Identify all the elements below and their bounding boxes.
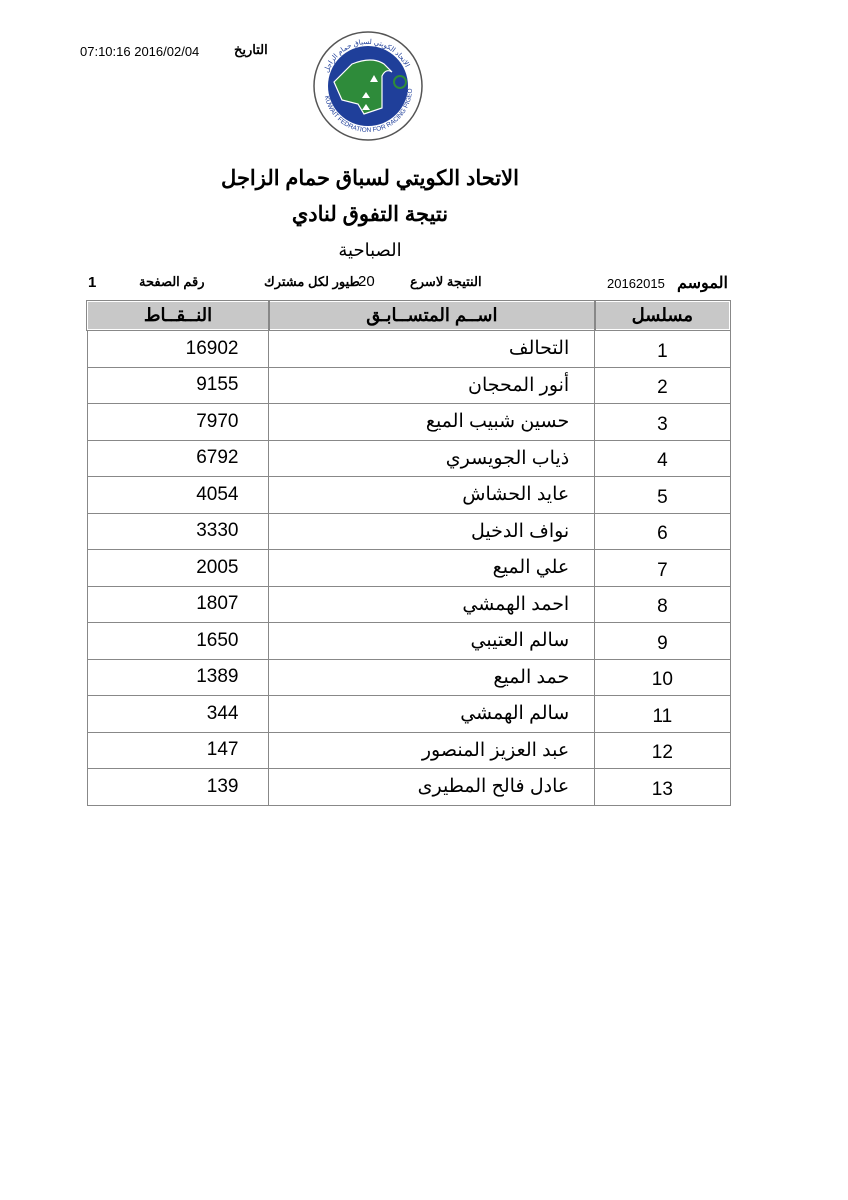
season-value: 20162015 [607, 276, 665, 291]
points-cell: 3330 [86, 512, 270, 550]
table-row: 344 سالم الهمشي 11 [86, 695, 731, 733]
name-cell: ذياب الجويسري [268, 439, 596, 477]
column-header-points: النــقــاط [86, 300, 270, 331]
points-cell: 1807 [86, 585, 270, 623]
serial-cell: 1 [594, 329, 731, 368]
date-label: التاريخ [234, 42, 268, 57]
serial-cell: 13 [594, 768, 731, 806]
table-row: 139 عادل فالح المطيرى 13 [86, 768, 731, 806]
table-header-row: النــقــاط اســم المتســابـق مسلسل [86, 300, 732, 331]
serial-cell: 7 [594, 549, 731, 587]
page-number: 1 [88, 274, 97, 291]
page-number-label: رقم الصفحة [139, 274, 205, 289]
name-cell: احمد الهمشي [268, 585, 596, 623]
serial-cell: 12 [594, 731, 731, 769]
result-count: 20 [358, 273, 375, 290]
serial-cell: 10 [594, 658, 731, 696]
table-row: 3330 نواف الدخيل 6 [86, 512, 731, 550]
serial-cell: 3 [594, 403, 731, 441]
page-title: الاتحاد الكويتي لسباق حمام الزاجل [221, 167, 519, 190]
table-row: 1807 احمد الهمشي 8 [86, 585, 731, 623]
points-cell: 6792 [86, 439, 270, 477]
points-cell: 147 [86, 731, 270, 769]
points-cell: 344 [86, 695, 270, 733]
table-row: 1650 سالم العتيبي 9 [86, 622, 731, 660]
table-row: 147 عبد العزيز المنصور 12 [86, 731, 731, 769]
club-name: الصباحية [338, 240, 402, 260]
birds-label: طيور لكل مشترك [264, 274, 360, 289]
result-label: النتيجة لاسرع [410, 274, 482, 289]
table-row: 16902 التحالف 1 [86, 329, 731, 368]
table-row: 1389 حمد الميع 10 [86, 658, 731, 696]
points-cell: 7970 [86, 403, 270, 441]
table-row: 2005 علي الميع 7 [86, 549, 731, 587]
federation-logo-icon: الاتحاد الكويتي لسباق حمام الزاجل KUWAIT… [312, 30, 423, 141]
serial-cell: 2 [594, 366, 731, 404]
name-cell: حمد الميع [268, 658, 596, 696]
points-cell: 2005 [86, 549, 270, 587]
serial-cell: 4 [594, 439, 731, 477]
points-cell: 4054 [86, 476, 270, 514]
points-cell: 1389 [86, 658, 270, 696]
date-value: 07:10:16 2016/02/04 [80, 44, 200, 59]
season-label: الموسم [677, 275, 728, 292]
name-cell: سالم العتيبي [268, 622, 596, 660]
points-cell: 139 [86, 768, 270, 806]
name-cell: حسين شبيب الميع [268, 403, 596, 441]
name-cell: عبد العزيز المنصور [268, 731, 596, 769]
name-cell: علي الميع [268, 549, 596, 587]
name-cell: سالم الهمشي [268, 695, 596, 733]
serial-cell: 8 [594, 585, 731, 623]
serial-cell: 5 [594, 476, 731, 514]
table-row: 9155 أنور المحجان 2 [86, 366, 731, 404]
page-subtitle: نتيجة التفوق لنادي [291, 203, 449, 226]
name-cell: التحالف [268, 329, 596, 368]
name-cell: عايد الحشاش [268, 476, 596, 514]
serial-cell: 6 [594, 512, 731, 550]
name-cell: أنور المحجان [268, 366, 596, 404]
points-cell: 16902 [86, 329, 270, 368]
table-row: 4054 عايد الحشاش 5 [86, 476, 731, 514]
column-header-serial: مسلسل [593, 300, 732, 331]
name-cell: عادل فالح المطيرى [268, 768, 596, 806]
column-header-name: اســم المتســابـق [267, 300, 596, 331]
results-table: النــقــاط اســم المتســابـق مسلسل 16902… [86, 300, 732, 806]
serial-cell: 9 [594, 622, 731, 660]
name-cell: نواف الدخيل [268, 512, 596, 550]
points-cell: 1650 [86, 622, 270, 660]
table-row: 6792 ذياب الجويسري 4 [86, 439, 731, 477]
table-row: 7970 حسين شبيب الميع 3 [86, 403, 731, 441]
points-cell: 9155 [86, 366, 270, 404]
serial-cell: 11 [594, 695, 731, 733]
